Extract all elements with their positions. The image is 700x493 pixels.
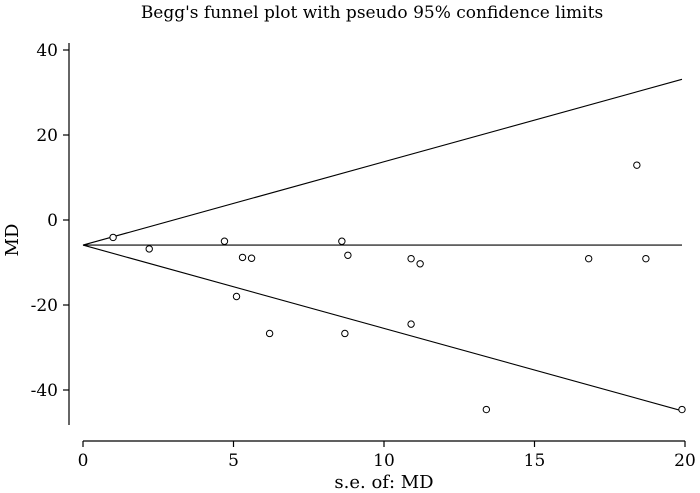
study-point bbox=[407, 254, 415, 263]
x-axis-ticks: 0 5 10 15 20 bbox=[78, 441, 696, 471]
study-point bbox=[416, 260, 424, 268]
x-tick-label: 15 bbox=[524, 451, 546, 471]
study-point bbox=[407, 320, 415, 328]
study-point bbox=[678, 405, 686, 414]
y-tick-label: -40 bbox=[31, 381, 58, 401]
y-tick-label: 20 bbox=[36, 126, 58, 146]
y-tick-label: -20 bbox=[31, 296, 58, 316]
study-point bbox=[247, 254, 256, 262]
study-point bbox=[642, 254, 650, 263]
y-tick-label: 40 bbox=[36, 41, 58, 61]
study-point bbox=[232, 292, 241, 301]
x-axis-label: s.e. of: MD bbox=[334, 472, 433, 493]
y-axis-ticks: -40 -20 0 20 40 bbox=[31, 41, 69, 401]
study-point bbox=[109, 233, 117, 242]
confidence-lines bbox=[82, 78, 683, 412]
study-point bbox=[633, 161, 641, 169]
study-point bbox=[344, 251, 352, 259]
study-point bbox=[238, 253, 247, 262]
study-point bbox=[341, 329, 349, 338]
study-point bbox=[482, 405, 491, 414]
x-tick-label: 5 bbox=[228, 451, 239, 471]
x-tick-label: 20 bbox=[674, 451, 696, 471]
y-axis-label: MD bbox=[2, 224, 23, 257]
study-point bbox=[220, 237, 229, 245]
study-point bbox=[145, 245, 153, 253]
upper-confidence-line bbox=[82, 78, 683, 246]
study-point bbox=[338, 237, 346, 245]
study-point bbox=[265, 329, 274, 338]
chart-title: Begg's funnel plot with pseudo 95% confi… bbox=[141, 3, 603, 23]
data-points bbox=[109, 161, 686, 414]
x-tick-label: 10 bbox=[373, 451, 395, 471]
y-tick-label: 0 bbox=[47, 211, 58, 231]
x-tick-label: 0 bbox=[78, 451, 89, 471]
plot-area: -40 -20 0 20 40 0 5 10 15 20 bbox=[31, 41, 696, 471]
lower-confidence-line bbox=[82, 244, 683, 412]
study-point bbox=[584, 254, 593, 263]
